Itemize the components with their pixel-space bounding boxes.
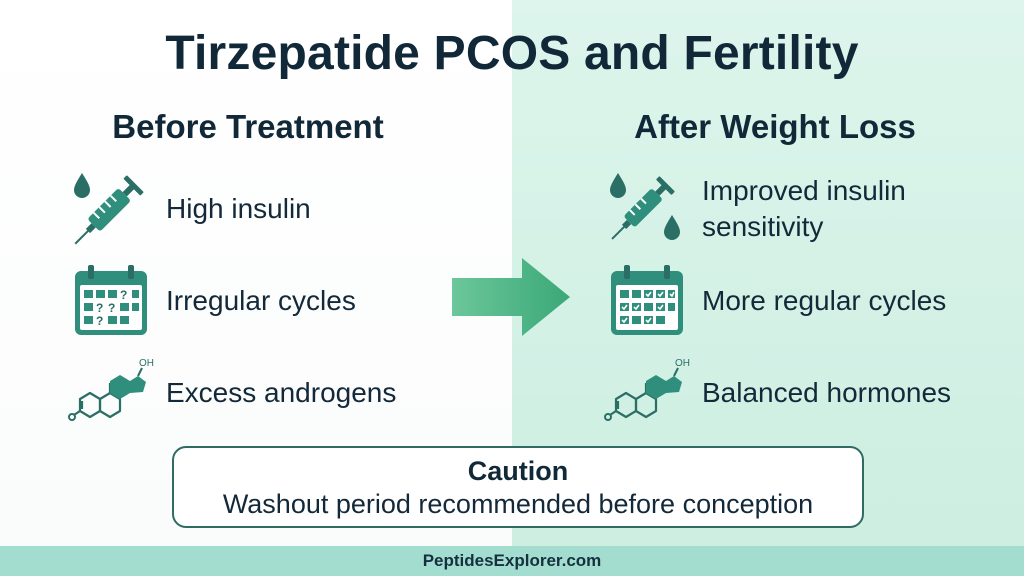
caution-box: Caution Washout period recommended befor… (172, 446, 864, 528)
calendar-check-icon (602, 258, 692, 344)
caution-text: Washout period recommended before concep… (222, 489, 814, 519)
svg-text:OH: OH (675, 358, 690, 369)
steroid-molecule-icon: OH (602, 350, 692, 436)
page-title: Tirzepatide PCOS and Fertility (165, 27, 859, 80)
after-item-insulin: Improved insulin sensitivity (602, 166, 1002, 252)
caution-title: Caution (467, 456, 569, 486)
after-item-cycles: More regular cycles (602, 258, 946, 344)
svg-text:OH: OH (139, 358, 154, 369)
svg-text:?: ? (96, 314, 103, 328)
after-item-label: Improved insulin sensitivity (702, 175, 906, 242)
before-item-insulin: High insulin (66, 166, 311, 252)
syringe-drop-icon (66, 166, 156, 252)
after-item-label: More regular cycles (702, 285, 947, 316)
before-item-label: Irregular cycles (166, 285, 356, 316)
syringe-drops-icon (602, 166, 692, 252)
transition-arrow-icon (452, 258, 574, 336)
after-heading: After Weight Loss (634, 108, 916, 145)
before-heading: Before Treatment (112, 108, 384, 145)
svg-text:?: ? (108, 301, 115, 315)
before-item-cycles: ? ? ? ? Irregular cycles (66, 258, 356, 344)
after-item-hormones: OH Balanced hormones (602, 350, 951, 436)
after-item-label: Balanced hormones (702, 377, 952, 408)
calendar-question-icon: ? ? ? ? (66, 258, 156, 344)
svg-text:?: ? (96, 301, 103, 315)
steroid-molecule-icon: OH (66, 350, 156, 436)
before-item-androgens: OH Excess androgens (66, 350, 396, 436)
footer-website: PeptidesExplorer.com (0, 546, 1024, 576)
before-item-label: High insulin (166, 193, 311, 224)
svg-text:?: ? (120, 288, 127, 302)
before-item-label: Excess androgens (166, 377, 397, 408)
